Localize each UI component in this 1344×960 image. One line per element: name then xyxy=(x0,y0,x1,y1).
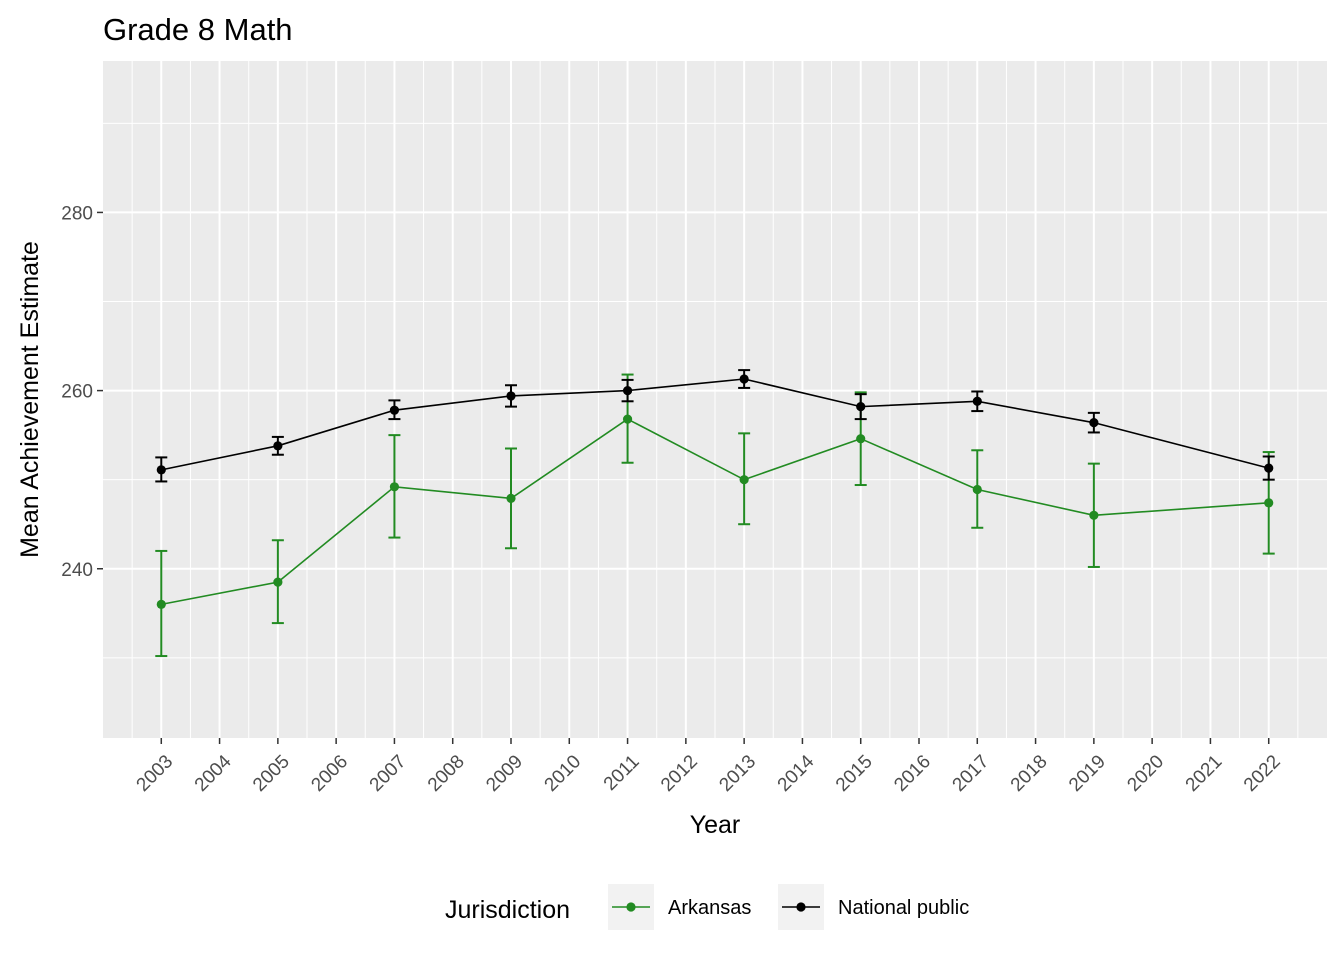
x-tick-label: 2011 xyxy=(600,751,644,795)
data-point xyxy=(389,482,400,492)
data-point xyxy=(972,396,982,406)
legend-label: National public xyxy=(838,897,969,919)
x-axis-title: Year xyxy=(690,811,741,839)
series-arkansas xyxy=(155,373,1275,658)
x-tick-label: 2012 xyxy=(657,751,702,796)
data-point xyxy=(506,391,516,401)
series-line xyxy=(161,418,1269,606)
x-tick-label: 2003 xyxy=(133,751,178,796)
data-point xyxy=(156,465,166,475)
x-tick-label: 2016 xyxy=(890,751,935,796)
data-point xyxy=(389,405,400,415)
data-point xyxy=(273,577,283,587)
x-tick-label: 2015 xyxy=(832,751,877,796)
x-tick-label: 2007 xyxy=(366,751,411,796)
x-tick-label: 2010 xyxy=(541,751,586,796)
series-national-public xyxy=(155,369,1275,483)
y-axis-title: Mean Achievement Estimate xyxy=(16,241,44,558)
chart-title: Grade 8 Math xyxy=(103,12,293,47)
data-point xyxy=(1089,418,1099,428)
x-tick-label: 2018 xyxy=(1007,751,1052,796)
x-tick-label: 2006 xyxy=(307,751,352,796)
legend-key-point xyxy=(626,902,636,912)
data-point xyxy=(622,385,633,396)
x-tick-label: 2021 xyxy=(1182,751,1227,796)
y-tick-label: 260 xyxy=(61,382,93,403)
data-point xyxy=(1089,510,1099,520)
data-point xyxy=(856,434,866,444)
data-point xyxy=(972,484,982,495)
data-point xyxy=(506,493,516,503)
data-point xyxy=(739,374,749,384)
data-point xyxy=(739,475,749,485)
legend-label: Arkansas xyxy=(668,897,751,919)
data-point xyxy=(1264,498,1274,508)
y-tick-label: 280 xyxy=(61,203,93,224)
x-tick-label: 2004 xyxy=(191,751,236,796)
x-tick-label: 2005 xyxy=(249,751,294,796)
x-tick-label: 2009 xyxy=(482,751,527,796)
data-point xyxy=(1264,463,1274,473)
series-line xyxy=(161,378,1269,471)
legend-title: Jurisdiction xyxy=(445,896,570,924)
x-tick-label: 2017 xyxy=(949,751,994,796)
series-layer xyxy=(155,369,1275,658)
data-point xyxy=(273,441,283,451)
x-tick-label: 2020 xyxy=(1123,751,1168,796)
x-tick-label: 2022 xyxy=(1240,751,1285,796)
data-point xyxy=(622,414,633,424)
x-tick-label: 2014 xyxy=(774,751,819,796)
legend: Jurisdiction Arkansas National public xyxy=(445,884,969,930)
grid xyxy=(103,61,1327,738)
x-tick-label: 2019 xyxy=(1065,751,1110,796)
data-point xyxy=(156,599,166,609)
y-tick-label: 240 xyxy=(61,560,93,581)
x-tick-label: 2008 xyxy=(424,751,469,796)
x-tick-label: 2013 xyxy=(715,751,760,796)
legend-key-point xyxy=(796,902,806,912)
data-point xyxy=(856,402,866,412)
